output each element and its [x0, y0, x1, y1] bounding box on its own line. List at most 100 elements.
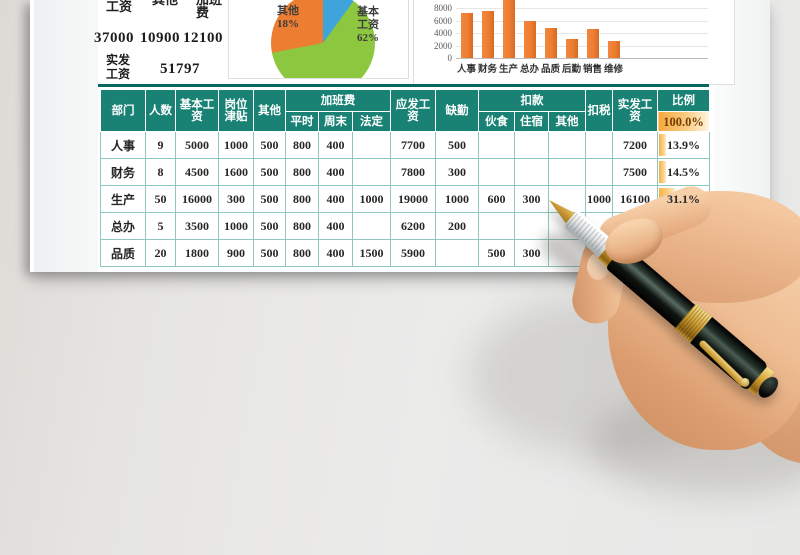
dept-cell: 人事 — [100, 131, 146, 159]
data-cell: 7500 — [612, 158, 659, 186]
data-cell — [514, 131, 550, 159]
data-cell: 400 — [318, 158, 353, 186]
subheader-cell: 周末 — [318, 111, 353, 132]
data-cell: 6200 — [390, 212, 437, 240]
data-cell: 900 — [218, 239, 254, 267]
summary-header-other: 其他 — [152, 0, 178, 6]
pie-chart — [271, 0, 375, 78]
y-tick-label: 8000 — [434, 3, 452, 13]
pie-chart-panel: 其他 18% 基本 工资 62% — [228, 0, 409, 79]
subheader-cell: 法定 — [351, 111, 392, 132]
data-cell: 50 — [145, 185, 176, 213]
data-cell: 7700 — [390, 131, 437, 159]
data-cell: 4500 — [175, 158, 219, 186]
data-cell — [585, 131, 614, 159]
category-label: 财务 — [477, 65, 497, 75]
data-cell: 800 — [285, 239, 319, 267]
data-cell: 1500 — [351, 239, 392, 267]
dept-cell: 生产 — [100, 185, 146, 213]
bar — [502, 0, 515, 58]
data-cell: 8 — [145, 158, 176, 186]
data-cell — [548, 131, 587, 159]
data-cell: 500 — [253, 239, 286, 267]
subheader-cell: 平时 — [285, 111, 319, 132]
data-cell: 400 — [318, 212, 353, 240]
data-cell: 7200 — [612, 131, 659, 159]
salary-table: 部门 人数 基本工资 岗位津贴 其他 加班费 应发工资 缺勤 扣款 扣税 实发工资 比例 平时 周末 法定伙… — [100, 89, 711, 267]
data-cell — [548, 185, 587, 213]
data-cell: 1600 — [218, 158, 254, 186]
dept-cell: 财务 — [100, 158, 146, 186]
data-cell: 16000 — [175, 185, 219, 213]
data-cell — [351, 158, 392, 186]
data-cell: 800 — [285, 158, 319, 186]
summary-total-value: 51797 — [160, 61, 200, 77]
paper-left-margin — [34, 0, 98, 272]
data-cell — [478, 131, 516, 159]
summary-total-label: 实发工资 — [105, 53, 130, 81]
data-cell: 500 — [253, 212, 286, 240]
data-cell: 500 — [253, 158, 286, 186]
gridline — [456, 33, 708, 34]
data-cell: 1800 — [175, 239, 219, 267]
category-label: 总办 — [519, 65, 539, 75]
data-cell: 400 — [318, 185, 353, 213]
data-cell: 1000 — [218, 212, 254, 240]
data-cell: 500 — [253, 185, 286, 213]
header-cell: 扣税 — [585, 89, 614, 132]
header-cell: 比例 — [657, 89, 711, 112]
category-label: 后勤 — [561, 65, 581, 75]
y-tick-label: 6000 — [434, 15, 452, 26]
bar — [565, 38, 578, 58]
y-tick-label: 2000 — [434, 40, 452, 51]
bar-chart-panel: 0 2000 4000 6000 8000 人事 财务 生产 总办 品质 后勤 销售 维修 — [413, 0, 735, 85]
data-cell: 5 — [145, 212, 176, 240]
header-cell: 岗位津贴 — [218, 89, 254, 132]
data-cell: 200 — [435, 212, 480, 240]
data-cell: 5900 — [390, 239, 437, 267]
data-cell: 300 — [218, 185, 254, 213]
category-label: 品质 — [540, 65, 560, 75]
data-cell: 500 — [253, 131, 286, 159]
data-cell: 300 — [435, 158, 480, 186]
header-cell: 缺勤 — [435, 89, 480, 132]
data-cell: 500 — [435, 131, 480, 159]
table-top-divider — [98, 84, 709, 87]
category-label: 生产 — [498, 65, 518, 75]
data-cell: 800 — [285, 185, 319, 213]
data-cell: 20 — [145, 239, 176, 267]
data-cell: 500 — [478, 239, 516, 267]
subheader-cell: 伙食 — [478, 111, 516, 132]
data-cell — [478, 158, 516, 186]
category-label: 人事 — [456, 65, 476, 75]
bar — [586, 29, 599, 58]
subheader-cell: 住宿 — [514, 111, 550, 132]
data-cell: 3500 — [175, 212, 219, 240]
data-cell: 19000 — [390, 185, 437, 213]
data-cell: 5000 — [175, 131, 219, 159]
data-cell: 800 — [285, 212, 319, 240]
gridline — [456, 45, 708, 47]
data-cell — [351, 212, 392, 240]
summary-value-other: 10900 — [140, 30, 180, 46]
summary-table: 基本工资 其他 加班费 37000 10900 12100 实发工资 51797 — [90, 0, 230, 84]
bar — [460, 13, 473, 58]
ratio-cell: 13.9% — [657, 131, 711, 159]
bar — [523, 20, 536, 58]
header-cell: 扣款 — [478, 89, 587, 112]
ratio-total-cell: 100.0% — [657, 111, 711, 132]
table-row: 人事 9 5000 1000 500 800 400 7700 500 7200 13.9% — [100, 131, 711, 159]
data-cell: 400 — [318, 239, 353, 267]
data-cell: 600 — [478, 185, 516, 213]
bar — [481, 11, 494, 58]
summary-value-overtime: 12100 — [183, 30, 223, 46]
header-cell: 应发工资 — [390, 89, 437, 132]
header-cell: 其他 — [253, 89, 286, 132]
header-cell: 基本工资 — [175, 89, 219, 132]
data-cell — [478, 212, 516, 240]
data-cell — [514, 158, 550, 186]
y-tick-label: 0 — [447, 53, 453, 63]
header-cell: 人数 — [145, 89, 176, 132]
y-tick-label: 4000 — [434, 28, 452, 38]
